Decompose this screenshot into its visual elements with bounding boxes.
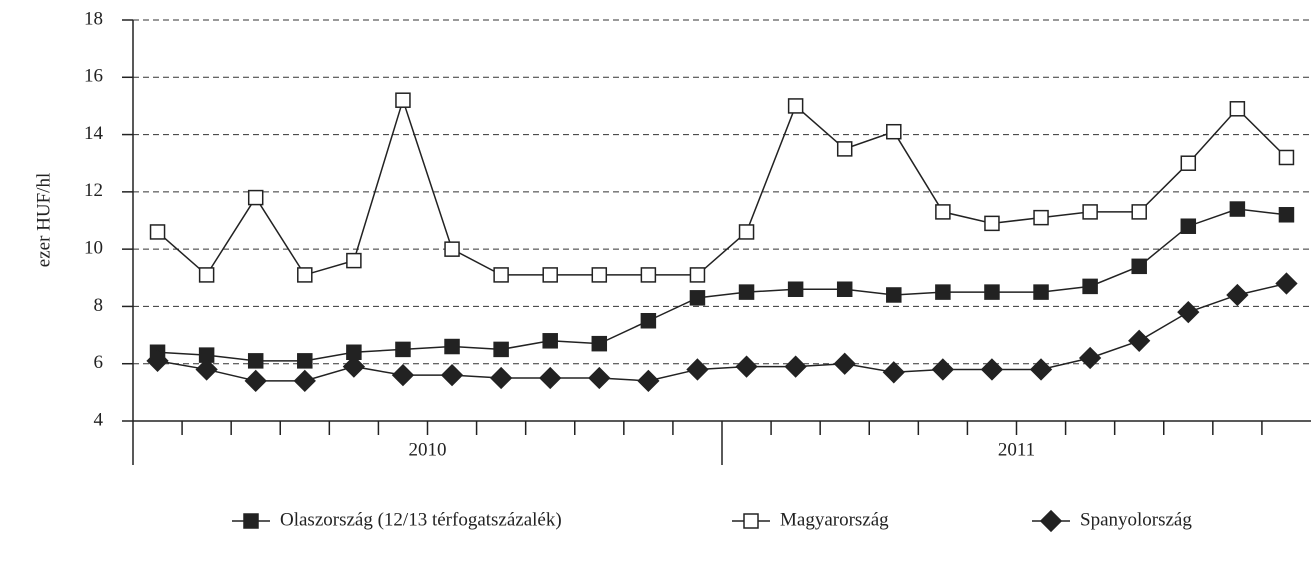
data-point <box>539 366 562 390</box>
data-point <box>735 355 758 378</box>
data-point <box>1177 301 1200 324</box>
data-point <box>1278 207 1295 223</box>
data-point <box>493 267 509 283</box>
data-point <box>591 335 608 352</box>
y-tick-label: 18 <box>84 8 103 29</box>
data-point <box>980 358 1004 381</box>
data-point <box>1082 204 1098 220</box>
legend-marker <box>743 513 759 529</box>
data-point <box>444 241 460 257</box>
series-line <box>157 208 1287 362</box>
data-point <box>1278 149 1295 166</box>
data-point <box>1131 258 1147 275</box>
data-point <box>787 281 804 297</box>
legend-label: Spanyolország <box>1080 509 1192 530</box>
y-tick-label: 14 <box>84 123 104 144</box>
data-point <box>984 284 1000 300</box>
data-point <box>1033 209 1049 226</box>
data-point <box>1180 218 1197 234</box>
legend-marker <box>1039 509 1063 533</box>
data-point <box>833 352 856 375</box>
data-point <box>1180 155 1197 171</box>
data-point <box>882 361 905 384</box>
data-point <box>836 141 853 157</box>
data-point <box>1229 201 1246 217</box>
series-line <box>157 97 1287 277</box>
data-point <box>146 349 169 372</box>
data-point <box>440 364 464 387</box>
data-point <box>591 267 608 283</box>
data-point <box>297 353 313 369</box>
data-point <box>395 341 411 358</box>
data-point <box>637 369 660 393</box>
data-point <box>542 267 558 283</box>
data-point <box>784 355 807 378</box>
data-point <box>689 290 706 306</box>
y-tick-label: 8 <box>94 295 104 316</box>
data-point <box>640 313 657 329</box>
data-point <box>493 341 509 358</box>
y-tick-label: 12 <box>84 180 103 201</box>
data-point <box>395 92 411 108</box>
data-point <box>836 281 853 297</box>
data-point <box>1029 358 1053 381</box>
data-point <box>489 366 513 390</box>
legend-label: Magyarország <box>780 509 889 530</box>
x-group-label: 2011 <box>998 439 1035 460</box>
data-point <box>346 252 362 269</box>
data-point <box>391 364 415 387</box>
data-point <box>293 369 316 393</box>
data-point <box>1226 283 1249 307</box>
x-group-label: 2010 <box>409 439 447 460</box>
data-point <box>689 267 706 283</box>
legend-label: Olaszország (12/13 térfogatszázalék) <box>280 509 562 530</box>
y-tick-label: 10 <box>84 238 103 259</box>
data-point <box>886 287 902 303</box>
data-point <box>935 284 951 300</box>
data-point <box>787 98 804 114</box>
data-point <box>686 358 709 381</box>
data-point <box>247 189 264 206</box>
data-point <box>542 333 558 349</box>
data-point <box>588 366 611 390</box>
data-point <box>935 204 951 220</box>
data-point <box>444 338 460 355</box>
data-point <box>1078 346 1102 370</box>
data-point <box>1275 272 1298 295</box>
data-point <box>738 224 755 240</box>
series-line <box>157 282 1287 382</box>
data-point <box>1131 204 1147 220</box>
data-point <box>1229 101 1246 117</box>
data-point <box>738 284 755 300</box>
y-tick-label: 4 <box>94 409 104 430</box>
data-point <box>931 358 955 381</box>
data-point <box>342 355 366 378</box>
data-point <box>195 358 218 381</box>
y-axis-label: ezer HUF/hl <box>33 173 54 267</box>
data-point <box>886 123 902 140</box>
data-point <box>1033 284 1049 300</box>
y-tick-label: 6 <box>94 352 104 373</box>
data-point <box>1082 278 1098 295</box>
data-point <box>149 224 166 240</box>
data-point <box>640 267 657 283</box>
data-point <box>984 215 1000 232</box>
data-point <box>244 369 267 393</box>
y-tick-label: 16 <box>84 66 103 87</box>
data-point <box>1128 329 1151 352</box>
data-point <box>247 353 264 369</box>
data-point <box>198 267 215 283</box>
data-point <box>297 267 313 283</box>
legend-marker <box>243 513 259 529</box>
